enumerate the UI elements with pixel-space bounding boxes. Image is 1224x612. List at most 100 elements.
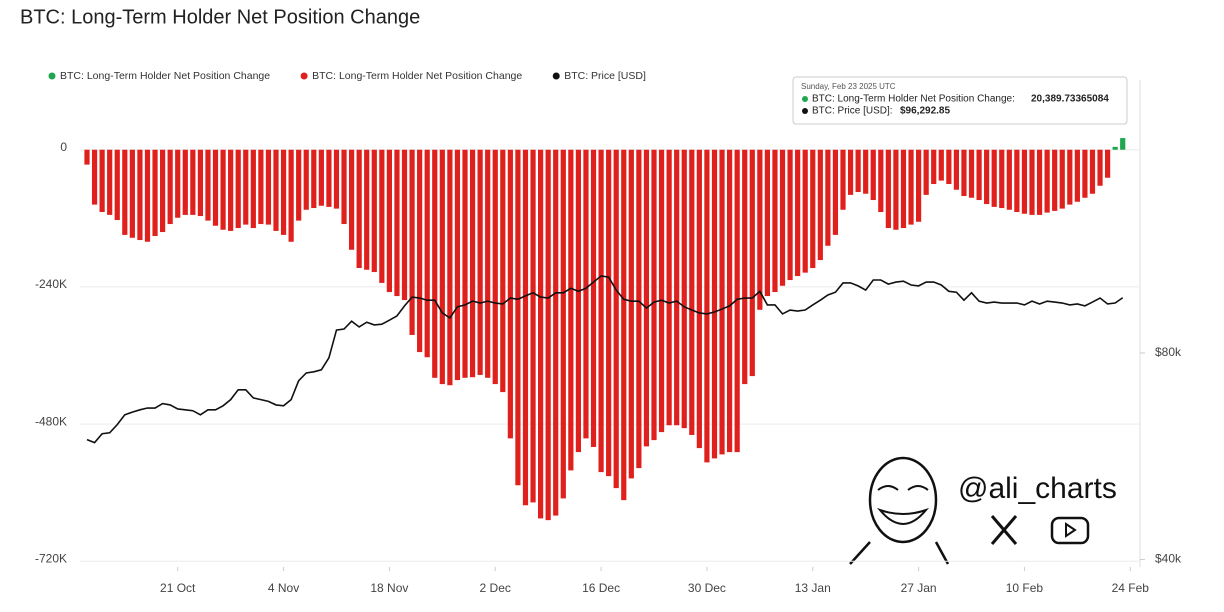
- bar: [258, 149, 264, 225]
- bar: [447, 149, 453, 386]
- bar: [976, 149, 982, 201]
- face-eyes: [877, 485, 929, 491]
- bar: [144, 149, 151, 242]
- bar: [863, 149, 869, 194]
- x-tick-label: 27 Jan: [901, 581, 937, 595]
- bar: [273, 149, 279, 231]
- bar: [938, 149, 944, 181]
- bar: [984, 149, 990, 205]
- bar: [583, 149, 589, 439]
- bar: [568, 149, 574, 471]
- bar: [394, 149, 400, 297]
- bar: [621, 149, 627, 501]
- x-tick-label: 24 Feb: [1112, 581, 1150, 595]
- bar: [802, 149, 808, 273]
- bar: [613, 149, 619, 489]
- bar: [137, 149, 143, 241]
- bar: [333, 149, 340, 209]
- bar: [795, 149, 801, 277]
- y-tick-label: 0: [60, 140, 67, 154]
- bar: [878, 149, 884, 213]
- bar: [114, 149, 120, 221]
- tooltip-dot: [802, 96, 808, 102]
- bar: [160, 149, 166, 233]
- bar: [462, 149, 468, 378]
- bar: [356, 149, 362, 269]
- bar: [643, 149, 650, 447]
- bar: [1097, 149, 1103, 186]
- bar: [1021, 149, 1028, 214]
- bar: [99, 149, 105, 213]
- youtube-icon: [1050, 516, 1090, 545]
- x-tick-label: 13 Jan: [795, 581, 831, 595]
- bar: [757, 149, 763, 310]
- bar: [1029, 149, 1035, 215]
- bar: [968, 149, 975, 198]
- bar: [590, 149, 597, 447]
- y-tick-label: -720K: [35, 551, 67, 565]
- price-line: [86, 275, 1124, 444]
- bar: [280, 149, 287, 235]
- bar: [228, 149, 234, 231]
- bar: [379, 149, 385, 283]
- bar: [681, 149, 687, 429]
- bar: [492, 149, 498, 385]
- bar: [636, 149, 642, 469]
- bar: [205, 149, 211, 221]
- bar: [575, 149, 581, 453]
- legend-label: BTC: Price [USD]: [564, 70, 646, 82]
- bar: [107, 149, 113, 215]
- bar: [1082, 149, 1088, 198]
- bar: [916, 149, 922, 222]
- bar: [469, 149, 476, 378]
- bar: [764, 149, 770, 297]
- y2-tick-label: $40k: [1155, 552, 1182, 566]
- bar: [288, 149, 294, 242]
- bar: [454, 149, 461, 381]
- bar: [500, 149, 506, 393]
- bar: [439, 149, 445, 385]
- x-tick-label: 30 Dec: [688, 581, 726, 595]
- bar: [303, 149, 309, 210]
- bar: [432, 149, 438, 378]
- tooltip-box: [792, 76, 1128, 125]
- bar: [197, 149, 203, 217]
- bar: [847, 149, 854, 195]
- bar: [885, 149, 891, 229]
- bar: [538, 149, 544, 519]
- bar: [1006, 149, 1012, 210]
- bar: [91, 149, 98, 205]
- bar: [507, 149, 513, 439]
- bar: [689, 149, 695, 435]
- bar: [243, 149, 249, 225]
- bar: [311, 149, 317, 209]
- bar: [553, 149, 559, 516]
- bar: [522, 149, 529, 506]
- bar: [530, 149, 536, 503]
- bar: [364, 149, 370, 270]
- tooltip-value: 20,389.73365084: [1031, 94, 1109, 105]
- bar: [326, 149, 332, 207]
- bar: [1052, 149, 1058, 211]
- bar: [175, 149, 181, 218]
- bar: [265, 149, 272, 225]
- bar: [628, 149, 634, 479]
- bar: [719, 149, 725, 455]
- legend-label: BTC: Long-Term Holder Net Position Chang…: [312, 70, 522, 82]
- bar: [825, 149, 831, 246]
- bar: [1036, 149, 1043, 215]
- bar: [129, 149, 135, 238]
- face-neck: [849, 541, 950, 565]
- bar: [341, 149, 347, 225]
- bar: [779, 149, 786, 286]
- bar: [855, 149, 861, 193]
- legend-label: BTC: Long-Term Holder Net Position Chang…: [60, 70, 270, 82]
- bar: [1105, 149, 1111, 178]
- bar: [734, 149, 740, 453]
- bar: [946, 149, 952, 185]
- face-mouth: [876, 507, 930, 525]
- bar: [1059, 149, 1065, 209]
- bar: [817, 149, 823, 261]
- bar: [674, 149, 680, 426]
- bar: [545, 149, 551, 521]
